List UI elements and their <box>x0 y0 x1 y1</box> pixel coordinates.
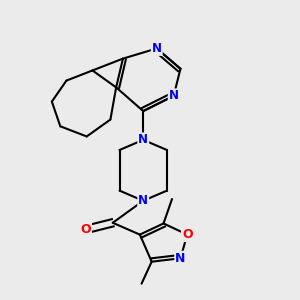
Text: N: N <box>138 194 148 207</box>
Text: N: N <box>152 42 162 55</box>
Text: N: N <box>175 252 186 265</box>
Text: O: O <box>80 223 91 236</box>
Text: N: N <box>138 133 148 146</box>
Text: O: O <box>182 228 193 241</box>
Text: N: N <box>169 89 179 102</box>
